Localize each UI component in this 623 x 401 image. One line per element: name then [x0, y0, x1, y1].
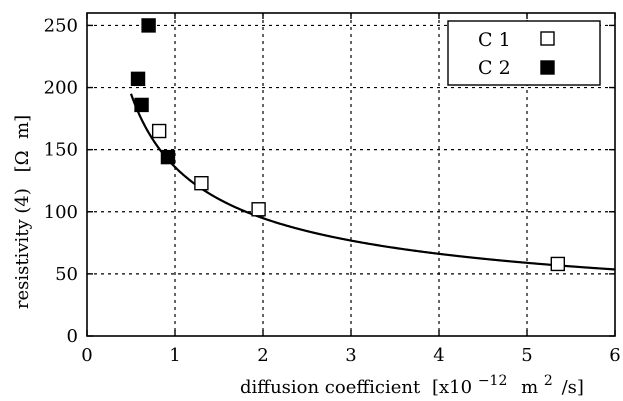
y-axis-unit: [Ω m] — [12, 115, 33, 172]
data-point-c2 — [134, 97, 149, 113]
x-tick-label: 5 — [521, 345, 532, 366]
legend-marker-c2 — [540, 60, 555, 75]
y-tick-labels: 0 50 100 150 200 250 — [44, 15, 78, 347]
y-tick-label: 50 — [55, 264, 78, 285]
data-point-c1 — [151, 123, 167, 139]
x-axis-unit-m: m — [521, 377, 538, 398]
x-tick-label: 4 — [433, 345, 444, 366]
x-axis-label: diffusion coefficient — [240, 377, 421, 398]
y-tick-label: 150 — [44, 140, 78, 161]
x-axis-unit-prefix: [x10 — [432, 377, 472, 398]
fit-curve — [129, 93, 616, 271]
legend-label-c1: C 1 — [478, 29, 511, 51]
y-tick-label: 0 — [67, 326, 78, 347]
grid — [87, 13, 615, 336]
data-point-c1 — [251, 202, 266, 217]
x-tick-label: 1 — [169, 345, 180, 366]
y-tick-label: 250 — [44, 15, 78, 36]
tick-marks — [86, 13, 616, 337]
x-axis-unit-m-exponent: 2 — [544, 373, 553, 389]
x-tick-label: 3 — [345, 345, 356, 366]
data-point-c2 — [160, 149, 176, 165]
x-axis-unit-tail: /s] — [562, 377, 584, 398]
x-axis-unit-exponent: −12 — [478, 373, 508, 389]
data-point-c2 — [141, 18, 156, 33]
fit-curve-layer — [129, 93, 616, 271]
data-points — [130, 18, 565, 272]
data-point-c1 — [550, 256, 565, 272]
y-tick-label: 200 — [44, 78, 78, 99]
x-tick-label: 6 — [609, 345, 620, 366]
legend-marker-c1 — [540, 31, 555, 46]
data-point-c1 — [194, 175, 209, 191]
y-tick-label: 100 — [44, 202, 78, 223]
x-axis-title: diffusion coefficient [x10 −12 m 2 /s] — [240, 369, 584, 398]
legend: C 1 C 2 — [447, 20, 601, 86]
x-tick-label: 2 — [257, 345, 268, 366]
legend-label-c2: C 2 — [478, 57, 511, 79]
legend-box — [447, 20, 601, 86]
x-tick-labels: 0 1 2 3 4 5 6 — [81, 345, 620, 366]
data-point-c2 — [130, 71, 146, 87]
y-axis-label: resistivity (4) — [12, 188, 33, 309]
y-axis-title: resistivity (4) [Ω m] — [12, 115, 33, 309]
x-tick-label: 0 — [81, 345, 92, 366]
